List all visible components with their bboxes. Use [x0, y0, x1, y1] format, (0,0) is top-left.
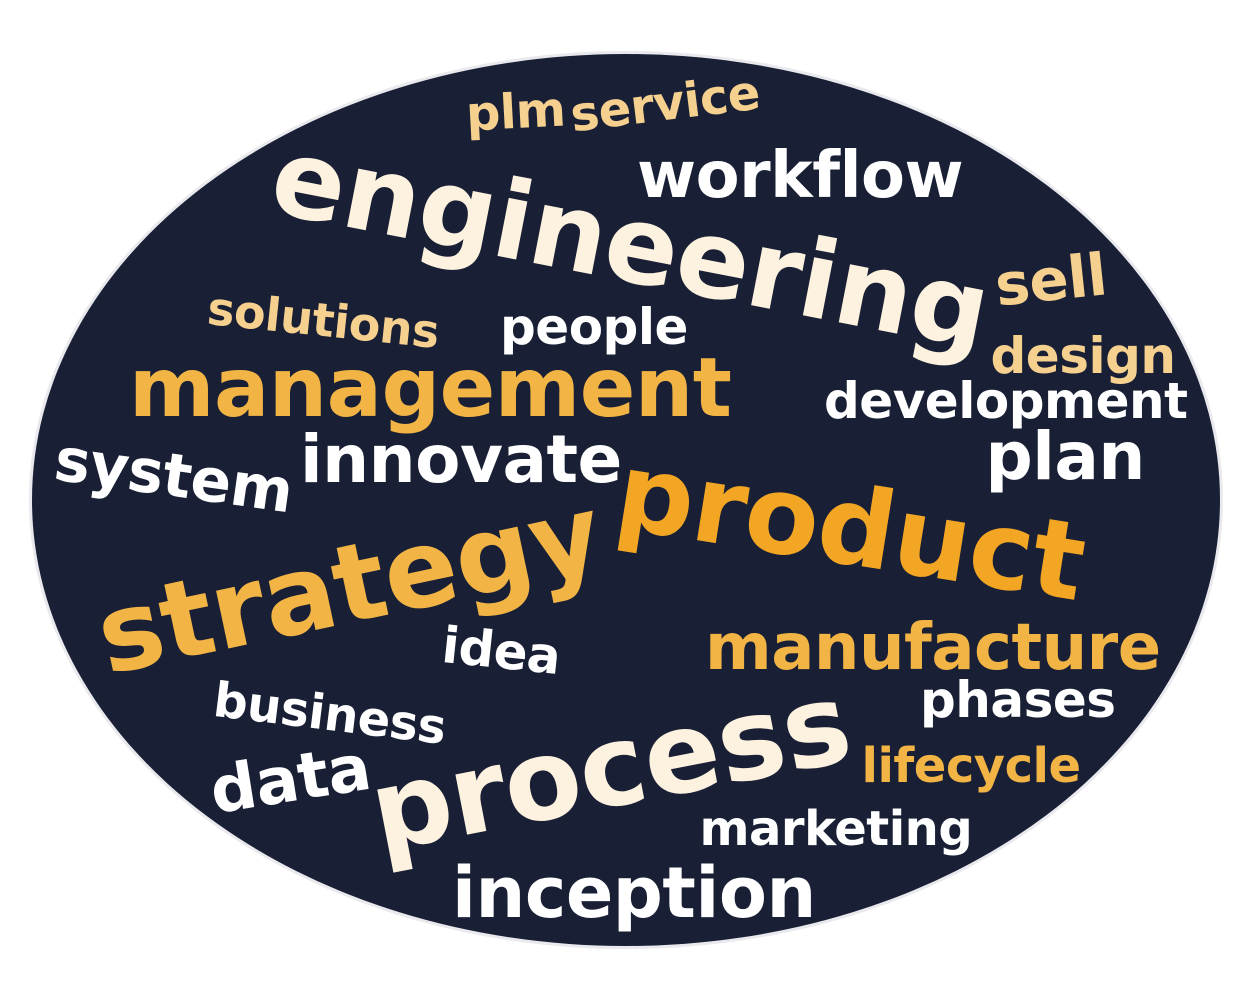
- word-idea: idea: [438, 615, 563, 687]
- word-innovate: innovate: [300, 421, 622, 498]
- word-lifecycle: lifecycle: [861, 738, 1082, 794]
- word-cloud-oval-background: [32, 54, 1220, 946]
- word-plm: plm: [464, 81, 567, 143]
- word-workflow: workflow: [637, 139, 964, 213]
- word-management: management: [129, 341, 732, 436]
- word-plan: plan: [985, 418, 1146, 495]
- word-development: development: [824, 372, 1188, 430]
- word-inception: inception: [452, 852, 816, 934]
- word-design: design: [990, 327, 1177, 385]
- word-sell: sell: [991, 240, 1110, 320]
- word-marketing: marketing: [699, 801, 973, 857]
- word-phases: phases: [920, 671, 1116, 729]
- word-manufacture: manufacture: [705, 611, 1161, 685]
- word-people: people: [500, 298, 688, 356]
